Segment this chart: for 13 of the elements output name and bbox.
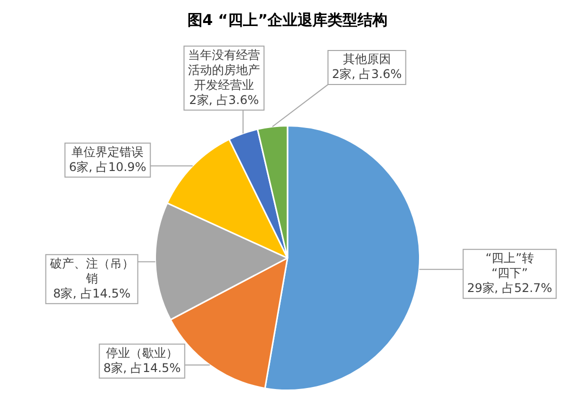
slice-label: 破产、注（吊）销 <box>48 256 134 286</box>
chart-title: 图4 “四上”企业退库类型结构 <box>187 10 388 29</box>
slice-label: “四上”转“四下” <box>485 250 534 280</box>
slice-label: 单位界定错误 <box>72 144 144 159</box>
data-label: 6家, 占10.9% <box>68 160 146 174</box>
slice-label: 停业（歇业） <box>106 346 178 360</box>
data-label: 2家, 占3.6% <box>332 67 402 82</box>
data-label: 8家, 占14.5% <box>103 360 181 375</box>
data-label: 2家, 占3.6% <box>189 92 259 107</box>
data-label: 8家, 占14.5% <box>53 286 130 300</box>
data-label: 29家, 占52.7% <box>467 280 552 295</box>
slice-label: 当年没有经营活动的房地产开发经营业 <box>188 48 260 92</box>
slice-label: 其他原因 <box>342 52 391 66</box>
